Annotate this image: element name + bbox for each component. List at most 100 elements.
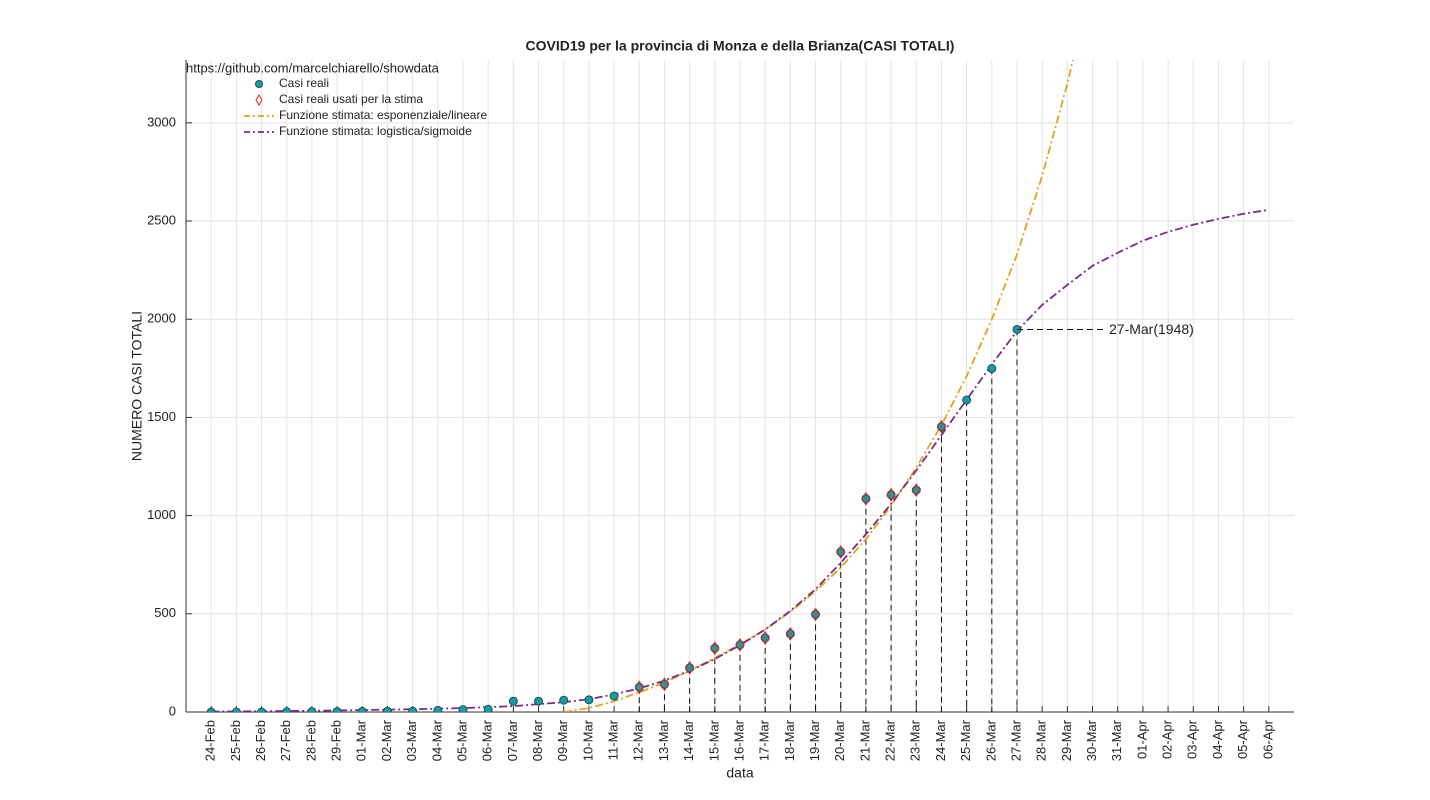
x-tick-label: 20-Mar [832, 719, 847, 761]
data-point [534, 696, 544, 706]
plot-area [206, 60, 1269, 712]
x-tick-label: 29-Feb [329, 720, 344, 761]
data-point [886, 490, 896, 500]
x-tick-label: 05-Apr [1235, 719, 1250, 759]
data-point [785, 629, 795, 639]
overlay: 27-Mar(1948) https://github.com/marcelchi… [186, 60, 1194, 337]
data-point [962, 395, 972, 405]
data-point [382, 706, 392, 712]
used-point [659, 677, 670, 692]
data-point [408, 706, 418, 712]
x-tick-label: 27-Mar [1008, 719, 1023, 761]
used-point [911, 483, 921, 497]
data-point [987, 364, 997, 374]
x-tick-label: 25-Mar [958, 719, 973, 761]
x-tick-label: 31-Mar [1109, 719, 1124, 761]
x-tick-label: 07-Mar [505, 719, 520, 761]
y-tick-label: 2500 [147, 212, 176, 227]
x-tick-label: 06-Apr [1260, 719, 1275, 759]
used-point [785, 626, 795, 641]
used-point [735, 637, 745, 652]
data-point [559, 695, 569, 705]
data-point [584, 695, 594, 705]
fit-line [563, 60, 1074, 712]
x-tick-label: 02-Mar [379, 719, 394, 761]
chart-title: COVID19 per la provincia di Monza e dell… [526, 38, 955, 54]
y-tick-label: 3000 [147, 114, 176, 129]
x-tick-label: 03-Apr [1185, 719, 1200, 759]
x-tick-label: 23-Mar [908, 719, 923, 761]
data-point [659, 679, 669, 689]
used-point [936, 419, 947, 434]
legend-label: Funzione stimata: esponenziale/lineare [279, 108, 487, 122]
data-point [609, 691, 619, 701]
data-point [307, 707, 317, 712]
x-tick-label: 15-Mar [706, 719, 721, 761]
used-point [810, 607, 821, 622]
source: https://github.com/marcelchiarello/showd… [186, 60, 440, 75]
x-tick-label: 26-Feb [253, 720, 268, 761]
x-tick-label: 05-Mar [454, 719, 469, 761]
x-tick-label: 01-Mar [354, 719, 369, 761]
x-tick-label: 08-Mar [530, 719, 545, 761]
data-point [936, 422, 946, 432]
y-axis-label: NUMERO CASI TOTALI [129, 311, 145, 461]
data-point [760, 633, 770, 643]
data-point [458, 705, 468, 712]
used-point [836, 545, 846, 559]
legend-symbol [255, 94, 263, 106]
y-tick-label: 1500 [147, 409, 176, 424]
data-point [206, 707, 216, 712]
data-point [710, 643, 720, 653]
y-tick-label: 0 [169, 703, 176, 718]
x-tick-label: 17-Mar [757, 719, 772, 761]
data-point [735, 640, 745, 650]
data-point [483, 704, 493, 712]
data-point [634, 682, 644, 692]
x-tick-label: 01-Apr [1134, 719, 1149, 759]
data-point [332, 707, 342, 712]
data-point [685, 663, 695, 673]
x-tick-label: 26-Mar [983, 719, 998, 761]
x-tick-label: 27-Feb [278, 720, 293, 761]
x-tick-label: 28-Mar [1034, 719, 1049, 761]
data-point [282, 707, 292, 712]
data-point [257, 707, 267, 712]
data-point [836, 547, 846, 557]
y-tick-label: 500 [154, 605, 176, 620]
used-point [861, 491, 871, 506]
x-tick-label: 04-Apr [1210, 719, 1225, 759]
used-point [886, 487, 896, 502]
x-tick-label: 09-Mar [555, 719, 570, 761]
data-point [357, 706, 367, 712]
x-tick-label: 06-Mar [480, 719, 495, 761]
y-tick-label: 2000 [147, 311, 176, 326]
x-tick-label: 24-Mar [933, 719, 948, 761]
data-point [508, 696, 518, 706]
x-tick-label: 10-Mar [580, 719, 595, 761]
x-tick-label: 21-Mar [857, 719, 872, 761]
data-point [861, 494, 871, 504]
x-tick-label: 16-Mar [731, 719, 746, 761]
legend-label: Casi reali usati per la stima [279, 92, 423, 106]
x-tick-label: 25-Feb [228, 720, 243, 761]
x-tick-label: 13-Mar [656, 719, 671, 761]
legend-label: Funzione stimata: logistica/sigmoide [279, 124, 472, 138]
x-tick-label: 24-Feb [203, 720, 218, 761]
used-point [760, 631, 770, 645]
grid: 0 500 1000 1500 2000 2500 3000 24-Feb 25-Feb 26-F… [147, 60, 1294, 761]
x-tick-label: 30-Mar [1084, 719, 1099, 761]
used-point [634, 680, 644, 695]
x-tick-label: 02-Apr [1160, 719, 1175, 759]
x-tick-label: 04-Mar [429, 719, 444, 761]
used-point [685, 660, 695, 675]
x-tick-label: 22-Mar [883, 719, 898, 761]
annotation: 27-Mar(1948) [1109, 321, 1194, 337]
data-point [811, 609, 821, 619]
x-tick-label: 29-Mar [1059, 719, 1074, 761]
data-point [911, 485, 921, 495]
x-tick-label: 11-Mar [606, 719, 621, 760]
y-tick-label: 1000 [147, 507, 176, 522]
legend-label: Casi reali [279, 76, 329, 90]
